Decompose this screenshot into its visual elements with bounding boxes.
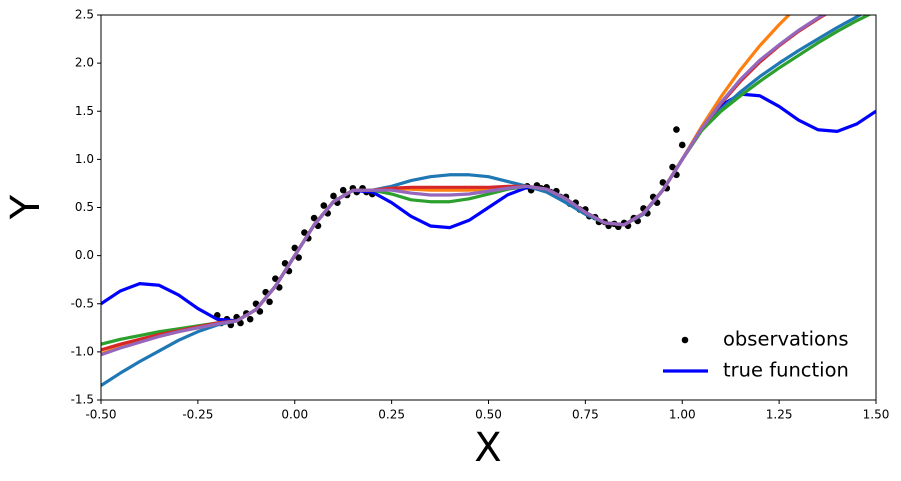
y-axis-label: Y — [3, 194, 49, 220]
y-tick-label: -1.5 — [71, 393, 94, 407]
observation-point — [669, 163, 676, 171]
observation-point — [266, 298, 273, 306]
observation-point — [301, 229, 308, 236]
y-tick-label: 1.5 — [75, 104, 94, 118]
observation-point — [339, 186, 347, 194]
x-tick-label: 1.25 — [766, 408, 793, 422]
x-tick-label: 1.50 — [863, 408, 890, 422]
y-tick-label: 0.5 — [75, 200, 94, 214]
y-tick-label: -0.5 — [71, 296, 94, 310]
observation-point — [673, 126, 680, 133]
y-tick-label: -1.0 — [71, 344, 94, 358]
x-tick-label: 0.25 — [378, 408, 405, 422]
legend-label: true function — [723, 359, 849, 382]
observation-point — [246, 315, 254, 323]
y-tick-label: 2.0 — [75, 56, 94, 70]
x-tick-label: 0.00 — [281, 408, 308, 422]
x-tick-label: -0.50 — [85, 408, 116, 422]
observation-point — [330, 192, 337, 200]
x-tick-label: 0.75 — [572, 408, 599, 422]
x-axis-label: X — [474, 425, 501, 471]
plot-area — [101, 15, 876, 387]
x-tick-label: 0.50 — [475, 408, 502, 422]
x-tick-label: 1.00 — [669, 408, 696, 422]
y-tick-label: 2.5 — [75, 8, 94, 22]
fit-line — [101, 15, 828, 352]
fit-line — [101, 15, 827, 357]
legend-marker — [681, 336, 689, 344]
observation-point — [678, 141, 686, 149]
observation-point — [291, 244, 299, 252]
true-function-line — [101, 92, 876, 323]
y-tick-label: 1.0 — [75, 152, 94, 166]
observation-point — [659, 179, 667, 186]
observation-point — [281, 260, 289, 267]
observation-point — [320, 202, 328, 209]
y-tick-label: 0.0 — [75, 248, 94, 262]
x-tick-label: -0.25 — [182, 408, 213, 422]
legend-label: observations — [723, 328, 848, 351]
observation-point — [310, 214, 318, 222]
observation-point — [295, 254, 302, 261]
legend: observations true function — [663, 328, 849, 382]
observation-point — [256, 308, 264, 315]
observation-point — [272, 275, 279, 283]
